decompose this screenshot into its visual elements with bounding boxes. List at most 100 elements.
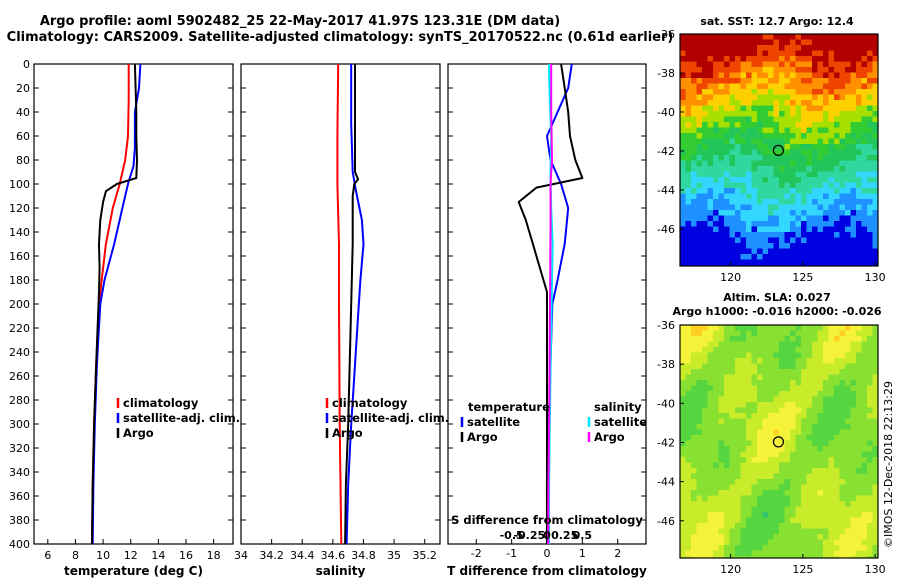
legend-label: Argo [123, 426, 154, 440]
x-tick-label: 34.4 [290, 549, 315, 562]
sla-map-title-line1: Altim. SLA: 0.027 [723, 291, 830, 304]
figure-title-line1: Argo profile: aoml 5902482_25 22-May-201… [40, 14, 560, 29]
series-line-argo [344, 64, 360, 545]
legend-label: Argo [467, 430, 498, 444]
depth-tick-label: 100 [9, 178, 30, 191]
temperature-panel: 0 20 40 60 80 100 120 140 160 180 200 220 240 260 280 3… [9, 58, 240, 578]
x-tick-label: 16 [179, 549, 193, 562]
lon-tick-label: 130 [865, 271, 886, 284]
x-tick-label: 0 [544, 547, 551, 560]
s-tick-label: 0 [543, 529, 551, 542]
depth-tick-label: 60 [16, 130, 30, 143]
argo-location-marker [772, 436, 785, 448]
x-tick-label: 10 [96, 549, 110, 562]
depth-tick-label: 300 [9, 418, 30, 431]
s-tick-label: -0.5 [500, 529, 524, 542]
depth-tick-label: 280 [9, 394, 30, 407]
x-tick-label: -1 [506, 547, 517, 560]
argo-location-marker [772, 144, 785, 156]
difference-panel: -2 -1 0 1 2 T difference from climatology temp… [447, 63, 647, 578]
lat-tick-label: -36 [657, 28, 675, 41]
lon-tick-label: 120 [720, 271, 741, 284]
x-axis-label: temperature (deg C) [64, 564, 203, 578]
series-line-argo [91, 63, 138, 545]
depth-tick-label: 360 [9, 490, 30, 503]
lat-tick-label: -42 [657, 145, 675, 158]
s-tick-label: 0.5 [573, 529, 593, 542]
lat-tick-label: -36 [657, 319, 675, 332]
series-line-satellite-adj-clim- [345, 64, 365, 545]
s-axis-label: S difference from climatology [451, 513, 643, 527]
sla-field [680, 325, 878, 558]
lat-tick-label: -44 [657, 184, 675, 197]
legend-label: satellite-adj. clim. [332, 411, 449, 425]
depth-tick-label: 20 [16, 82, 30, 95]
lon-tick-label: 130 [865, 563, 886, 576]
depth-tick-label: 260 [9, 370, 30, 383]
depth-tick-label: 240 [9, 346, 30, 359]
lat-tick-label: -46 [657, 515, 675, 528]
salinity-panel: 34 34.2 34.4 34.6 34.8 35 35.2 salinity climatol… [234, 63, 449, 578]
s-tick-label: 0.25 [551, 529, 578, 542]
lon-tick-label: 125 [792, 563, 813, 576]
x-tick-label: 34.8 [351, 549, 376, 562]
series-line-climatology [336, 63, 343, 545]
panel-frame [33, 63, 234, 545]
s-tick-label: -0.25 [513, 529, 545, 542]
legend-label: satellite-adj. clim. [123, 411, 240, 425]
legend-title-salinity: salinity [594, 400, 642, 414]
x-tick-label: -2 [471, 547, 482, 560]
sst-map-title: sat. SST: 12.7 Argo: 12.4 [700, 15, 854, 28]
depth-tick-label: 320 [9, 442, 30, 455]
credit-text: ©IMOS 12-Dec-2018 22:13:29 [882, 381, 895, 548]
lat-tick-label: -40 [657, 106, 675, 119]
x-tick-label: 12 [124, 549, 138, 562]
legend-label: Argo [594, 430, 625, 444]
x-tick-label: 18 [207, 549, 221, 562]
depth-tick-label: 220 [9, 322, 30, 335]
series-line-t-argo [517, 63, 584, 544]
lon-tick-label: 120 [720, 563, 741, 576]
depth-tick-label: 80 [16, 154, 30, 167]
map-frame [679, 324, 879, 559]
legend-label: Argo [332, 426, 363, 440]
depth-tick-label: 140 [9, 226, 30, 239]
depth-tick-label: 200 [9, 298, 30, 311]
depth-tick-label: 40 [16, 106, 30, 119]
x-tick-label: 35.2 [412, 549, 437, 562]
depth-tick-label: 380 [9, 514, 30, 527]
depth-tick-label: 400 [9, 538, 30, 551]
lat-tick-label: -42 [657, 436, 675, 449]
x-tick-label: 2 [614, 547, 621, 560]
map-frame [679, 33, 879, 267]
legend-label: satellite [594, 415, 647, 429]
depth-tick-label: 340 [9, 466, 30, 479]
depth-tick-label: 120 [9, 202, 30, 215]
depth-tick-label: 180 [9, 274, 30, 287]
sst-field [680, 34, 878, 266]
legend-label: climatology [123, 396, 199, 410]
x-tick-label: 35 [387, 549, 401, 562]
x-tick-label: 34.2 [259, 549, 284, 562]
lat-tick-label: -40 [657, 397, 675, 410]
x-tick-label: 6 [44, 549, 51, 562]
lat-tick-label: -38 [657, 67, 675, 80]
x-axis-label: T difference from climatology [447, 564, 647, 578]
x-tick-label: 34.6 [321, 549, 346, 562]
x-tick-label: 8 [72, 549, 79, 562]
lat-tick-label: -44 [657, 476, 675, 489]
series-line-s-argo [547, 64, 553, 545]
sst-map-panel: -36 -38 -40 -42 -44 -46 120 125 130 sat. SST: 12.… [657, 15, 886, 284]
sla-map-title-line2: Argo h1000: -0.016 h2000: -0.026 [672, 305, 881, 318]
x-tick-label: 14 [151, 549, 165, 562]
x-tick-label: 1 [579, 547, 586, 560]
figure-title-line2: Climatology: CARS2009. Satellite-adjuste… [7, 30, 674, 45]
legend-title-temperature: temperature [468, 400, 550, 414]
legend-label: satellite [467, 415, 520, 429]
lat-tick-label: -38 [657, 358, 675, 371]
depth-tick-label: 160 [9, 250, 30, 263]
lat-tick-label: -46 [657, 223, 675, 236]
sla-map-panel: -36 -38 -40 -42 -44 -46 120 125 130 Altim. SLA: 0… [657, 291, 886, 576]
lon-tick-label: 125 [792, 271, 813, 284]
